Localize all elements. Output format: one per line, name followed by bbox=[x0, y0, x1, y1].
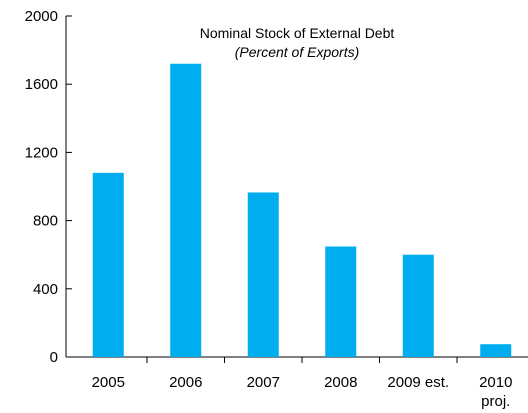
bar bbox=[402, 254, 434, 357]
x-tick-label-line: 2006 bbox=[169, 374, 202, 391]
bar bbox=[170, 63, 202, 358]
x-tick-label-line: 2007 bbox=[247, 374, 280, 391]
bar bbox=[325, 246, 357, 357]
y-tick-label: 0 bbox=[50, 349, 58, 366]
y-tick-label: 2000 bbox=[25, 8, 58, 25]
x-tick-label: 2008 bbox=[324, 374, 357, 391]
x-tick-label-line: 2010 bbox=[479, 374, 512, 391]
chart-subtitle: (Percent of Exports) bbox=[235, 44, 360, 60]
x-tick-label-line: 2008 bbox=[324, 374, 357, 391]
bar-series bbox=[92, 63, 512, 358]
y-tick-label: 1600 bbox=[25, 76, 58, 93]
bar bbox=[247, 192, 279, 357]
x-tick-label: 2009 est. bbox=[387, 374, 449, 391]
bar bbox=[480, 344, 512, 357]
y-tick-labels: 0 400 800 1200 1600 2000 bbox=[25, 8, 58, 366]
x-tick-label-line: 2009 est. bbox=[387, 374, 449, 391]
x-tick-label: 2006 bbox=[169, 374, 202, 391]
y-tick-label: 800 bbox=[33, 213, 58, 230]
x-tick-label: 2010 proj. bbox=[479, 374, 512, 410]
x-tick-labels: 2005 2006 2007 2008 2009 est. 2010 proj. bbox=[92, 374, 513, 410]
chart-axes bbox=[65, 15, 528, 363]
y-tick-label: 1200 bbox=[25, 144, 58, 161]
y-tick-label: 400 bbox=[33, 281, 58, 298]
bar bbox=[92, 172, 124, 357]
x-tick-label-line: 2005 bbox=[92, 374, 125, 391]
x-tick-label-line: proj. bbox=[481, 393, 510, 410]
x-tick-label: 2005 bbox=[92, 374, 125, 391]
chart-title: Nominal Stock of External Debt bbox=[200, 25, 395, 41]
x-tick-label: 2007 bbox=[247, 374, 280, 391]
